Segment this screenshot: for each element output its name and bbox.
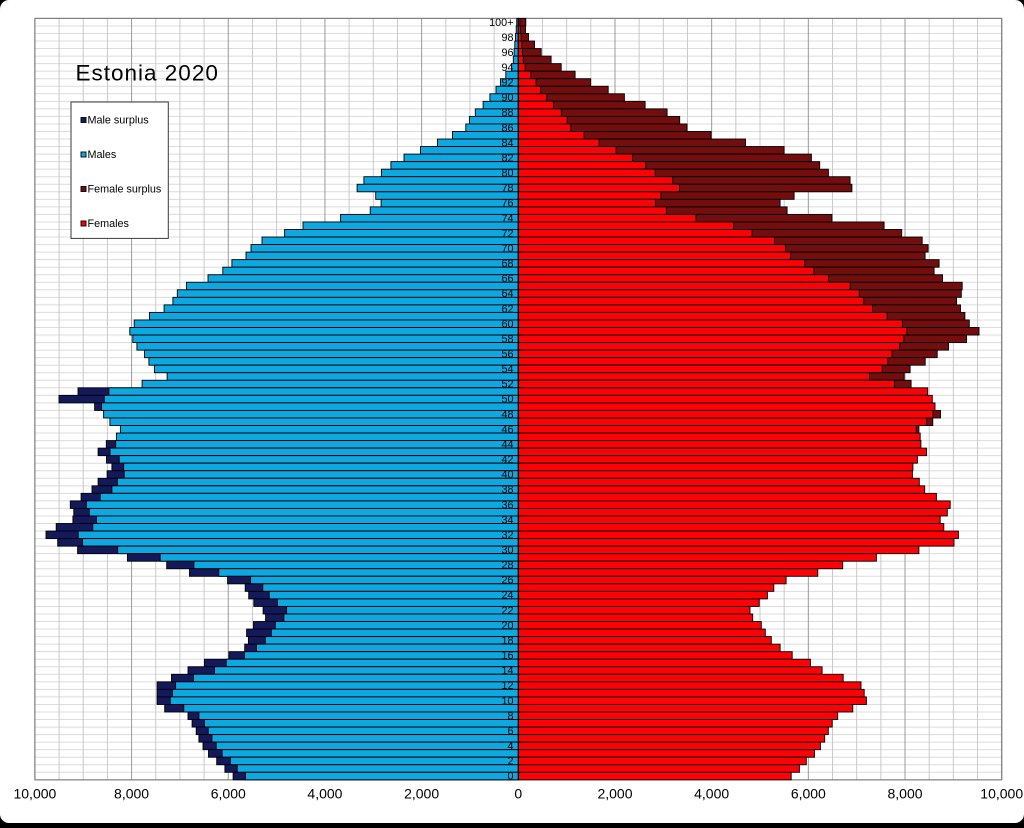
svg-text:90: 90 — [501, 92, 513, 104]
svg-text:Females: Females — [88, 218, 130, 230]
svg-text:0: 0 — [514, 786, 522, 802]
svg-text:88: 88 — [501, 107, 513, 119]
svg-text:36: 36 — [501, 499, 513, 511]
svg-text:60: 60 — [501, 318, 513, 330]
svg-text:10,000: 10,000 — [13, 786, 56, 802]
svg-text:92: 92 — [501, 77, 513, 89]
svg-text:40: 40 — [501, 469, 513, 481]
svg-text:76: 76 — [501, 198, 513, 210]
svg-text:6,000: 6,000 — [211, 786, 246, 802]
svg-text:0: 0 — [507, 771, 513, 783]
svg-text:Estonia 2020: Estonia 2020 — [76, 61, 219, 86]
svg-text:16: 16 — [501, 650, 513, 662]
svg-text:32: 32 — [501, 529, 513, 541]
svg-text:22: 22 — [501, 605, 513, 617]
svg-text:10,000: 10,000 — [980, 786, 1023, 802]
svg-text:14: 14 — [501, 665, 513, 677]
svg-text:68: 68 — [501, 258, 513, 270]
svg-text:30: 30 — [501, 545, 513, 557]
svg-text:62: 62 — [501, 303, 513, 315]
svg-text:Male surplus: Male surplus — [88, 115, 150, 127]
svg-text:50: 50 — [501, 394, 513, 406]
svg-text:2: 2 — [507, 756, 513, 768]
svg-text:66: 66 — [501, 273, 513, 285]
svg-text:18: 18 — [501, 635, 513, 647]
svg-text:28: 28 — [501, 560, 513, 572]
svg-text:98: 98 — [501, 32, 513, 44]
svg-text:78: 78 — [501, 183, 513, 195]
svg-text:38: 38 — [501, 484, 513, 496]
svg-text:10: 10 — [501, 695, 513, 707]
svg-text:12: 12 — [501, 680, 513, 692]
svg-text:8,000: 8,000 — [887, 786, 922, 802]
svg-text:84: 84 — [501, 137, 513, 149]
svg-text:82: 82 — [501, 152, 513, 164]
svg-text:86: 86 — [501, 122, 513, 134]
svg-text:4,000: 4,000 — [307, 786, 342, 802]
svg-text:Males: Males — [88, 149, 117, 161]
svg-text:8: 8 — [507, 710, 513, 722]
svg-text:26: 26 — [501, 575, 513, 587]
svg-text:4: 4 — [507, 741, 513, 753]
svg-text:56: 56 — [501, 348, 513, 360]
svg-text:42: 42 — [501, 454, 513, 466]
svg-text:94: 94 — [501, 62, 513, 74]
svg-text:72: 72 — [501, 228, 513, 240]
svg-text:6,000: 6,000 — [791, 786, 826, 802]
svg-text:6: 6 — [507, 725, 513, 737]
svg-text:20: 20 — [501, 620, 513, 632]
svg-text:Female surplus: Female surplus — [88, 184, 162, 196]
svg-text:54: 54 — [501, 364, 513, 376]
svg-text:2,000: 2,000 — [597, 786, 632, 802]
svg-text:24: 24 — [501, 590, 513, 602]
svg-text:34: 34 — [501, 514, 513, 526]
svg-text:74: 74 — [501, 213, 513, 225]
svg-text:70: 70 — [501, 243, 513, 255]
svg-text:8,000: 8,000 — [114, 786, 149, 802]
svg-text:100+: 100+ — [489, 17, 513, 29]
svg-text:58: 58 — [501, 333, 513, 345]
svg-text:52: 52 — [501, 379, 513, 391]
svg-text:48: 48 — [501, 409, 513, 421]
svg-text:44: 44 — [501, 439, 513, 451]
svg-text:4,000: 4,000 — [694, 786, 729, 802]
svg-text:96: 96 — [501, 47, 513, 59]
svg-text:2,000: 2,000 — [404, 786, 439, 802]
svg-text:64: 64 — [501, 288, 513, 300]
svg-text:46: 46 — [501, 424, 513, 436]
svg-text:80: 80 — [501, 168, 513, 180]
